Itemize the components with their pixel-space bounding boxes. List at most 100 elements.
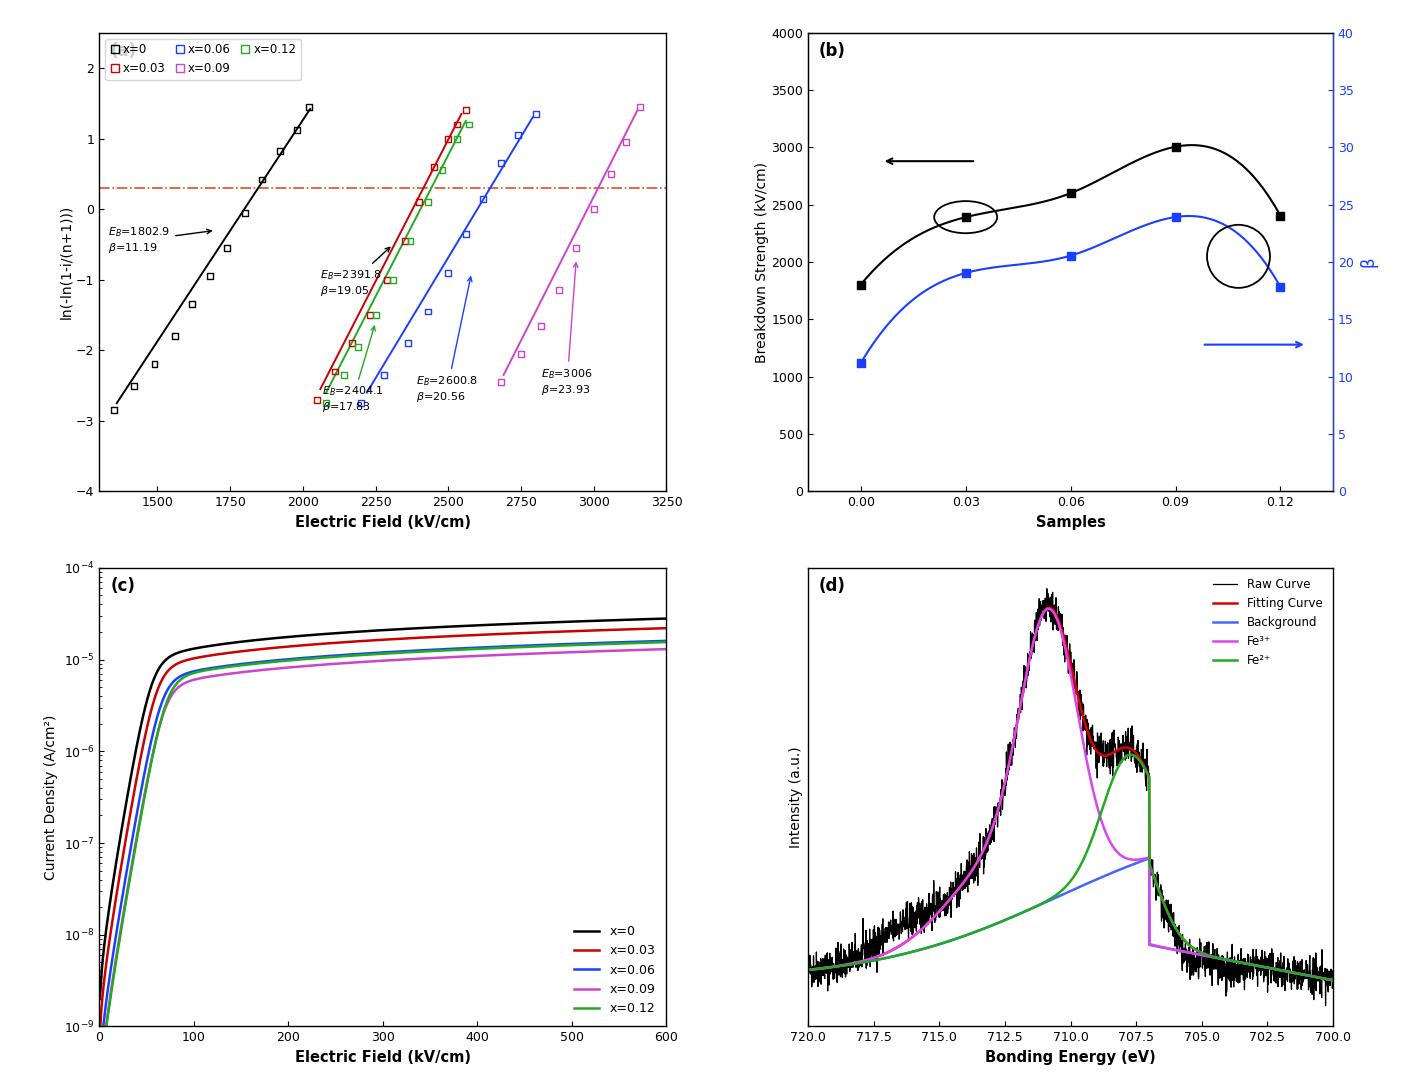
Background [1324,974,1341,987]
Point [530,317,553,334]
Point [1164,209,1187,226]
Fe³⁺ [1324,974,1341,987]
Point [398,233,421,250]
Point [234,204,257,222]
Point [408,193,431,211]
Fitting Curve [827,960,844,973]
Fe²⁺ [1309,971,1326,984]
Fitting Curve [1309,971,1326,984]
x=0.06 [366,646,383,660]
Raw Curve [1055,636,1072,649]
x=0.06 [641,634,658,648]
Line: x=0.09: x=0.09 [99,649,666,1026]
Raw Curve [1317,999,1334,1012]
x=0.09 [91,1020,108,1033]
Point [564,239,587,257]
Fitting Curve [1324,974,1341,987]
x=0.12 [537,640,554,653]
x=0.09 [119,879,136,892]
Line: x=0.06: x=0.06 [99,641,666,1026]
X-axis label: Electric Field (kV/cm): Electric Field (kV/cm) [295,514,471,530]
x=0.06 [119,856,136,869]
Legend: x=0, x=0.03, x=0.06, x=0.09, x=0.12: x=0, x=0.03, x=0.06, x=0.09, x=0.12 [105,38,301,80]
Line: Fe³⁺: Fe³⁺ [808,608,1333,981]
Point [506,127,529,144]
x=0.09 [537,646,554,660]
Fe²⁺ [1309,971,1326,984]
Line: Background: Background [808,858,1333,981]
Legend: x=0, x=0.03, x=0.06, x=0.09, x=0.12: x=0, x=0.03, x=0.06, x=0.09, x=0.12 [570,921,661,1020]
Text: $E_B$=3006
$\beta$=23.93: $E_B$=3006 $\beta$=23.93 [542,263,593,396]
Raw Curve [1038,582,1055,595]
Point [359,306,381,323]
x=0.03 [352,634,369,648]
Fe³⁺ [1055,634,1072,648]
x=0.12 [641,636,658,649]
Point [143,356,166,373]
Point [630,98,652,116]
Y-axis label: ln(-ln(1-i/(n+1))): ln(-ln(1-i/(n+1))) [60,205,74,319]
X-axis label: Electric Field (kV/cm): Electric Field (kV/cm) [295,1049,471,1065]
Point [1269,207,1292,225]
x=0.12 [658,636,675,649]
Background [827,960,844,973]
x=0.06 [352,648,369,661]
Point [423,158,445,176]
Fitting Curve [1041,601,1058,614]
Point [1059,247,1082,264]
Point [251,170,274,188]
Fe²⁺ [1041,893,1058,906]
x=0.06 [641,634,658,648]
x=0.03 [91,1020,108,1033]
x=0.03 [119,819,136,832]
Point [445,116,468,133]
x=0 [658,612,675,625]
Point [1059,185,1082,202]
Point [437,130,459,147]
Y-axis label: Current Density (A/cm²): Current Density (A/cm²) [44,714,58,880]
Point [954,209,977,226]
Fitting Curve [800,963,817,976]
Point [454,102,476,119]
x=0 [366,624,383,637]
x=0 [91,993,108,1006]
Point [431,162,454,179]
Point [376,271,398,288]
Background [1309,971,1326,984]
Fe²⁺ [1214,952,1231,965]
x=0 [537,616,554,629]
x=0.12 [641,636,658,649]
x=0 [641,613,658,626]
Point [306,391,329,408]
Point [489,155,512,173]
Point [489,373,512,391]
Point [332,366,354,383]
x=0.03 [641,622,658,636]
Fe²⁺ [827,960,844,973]
Point [373,366,396,383]
x=0.09 [366,654,383,667]
Point [600,165,623,182]
x=0.12 [91,1020,108,1033]
Line: Fitting Curve: Fitting Curve [808,607,1333,981]
Line: x=0.03: x=0.03 [99,628,666,1026]
Text: (c): (c) [111,577,136,595]
Y-axis label: Breakdown Strength (kV/cm): Breakdown Strength (kV/cm) [754,162,769,363]
X-axis label: Bonding Energy (eV): Bonding Energy (eV) [986,1049,1156,1065]
Point [315,394,337,412]
Text: (a): (a) [111,41,136,60]
Fitting Curve [1309,971,1326,984]
Point [298,98,320,116]
x=0.09 [641,643,658,656]
Point [199,268,221,285]
Background [1055,888,1072,901]
Point [102,402,125,419]
Text: (d): (d) [818,577,845,595]
Raw Curve [1214,960,1231,973]
Line: x=0: x=0 [99,618,666,999]
Point [182,296,204,313]
Raw Curve [827,962,844,975]
Fe³⁺ [1041,603,1058,616]
Point [347,339,370,356]
x=0.03 [641,622,658,636]
